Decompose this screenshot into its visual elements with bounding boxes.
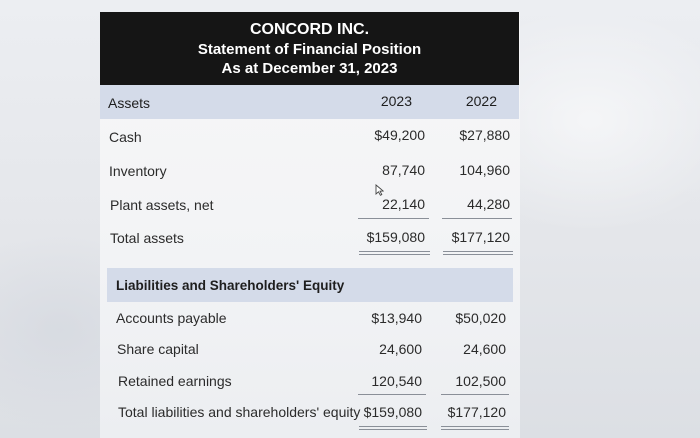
total-double-rule-2022 — [441, 426, 509, 430]
asset-row-label: Cash — [109, 129, 142, 145]
assets-header-band — [100, 85, 519, 119]
asset-row-value-2022: $27,880 — [459, 127, 510, 143]
total-assets-label: Total assets — [110, 230, 184, 246]
assets-heading: Assets — [108, 95, 151, 111]
total-liabilities-equity-2022: $177,120 — [447, 404, 506, 420]
total-double-rule-2022 — [443, 251, 513, 255]
mouse-pointer-icon — [375, 184, 384, 196]
liability-row-label: Retained earnings — [118, 373, 232, 389]
statement-title: Statement of Financial Position — [197, 41, 422, 58]
liability-row-value-2023: 24,600 — [379, 341, 422, 357]
statement-header: CONCORD INC. Statement of Financial Posi… — [100, 12, 519, 86]
total-double-rule-2023 — [359, 426, 427, 430]
column-header-2023: 2023 — [380, 93, 412, 109]
subtotal-rule-2022 — [442, 218, 512, 219]
asset-row-value-2023: $49,200 — [374, 127, 425, 143]
liability-row-value-2022: 24,600 — [463, 341, 506, 357]
total-assets-2022: $177,120 — [451, 229, 510, 245]
liabilities-heading: Liabilities and Shareholders' Equity — [116, 278, 345, 293]
subtotal-rule-2022 — [441, 394, 509, 395]
asset-row-value-2023: 22,140 — [382, 196, 425, 212]
total-double-rule-2023 — [359, 251, 430, 255]
liability-row-value-2022: 102,500 — [455, 373, 506, 389]
subtotal-rule-2023 — [358, 394, 426, 395]
liability-row-value-2022: $50,020 — [455, 310, 506, 326]
asset-row-label: Inventory — [109, 163, 167, 179]
total-liabilities-equity-2023: $159,080 — [363, 404, 422, 420]
asset-row-label: Plant assets, net — [110, 197, 214, 213]
asset-row-value-2023: 87,740 — [382, 162, 425, 178]
liability-row-label: Share capital — [117, 341, 199, 357]
column-header-2022: 2022 — [465, 93, 497, 109]
liability-row-label: Accounts payable — [116, 310, 227, 326]
total-assets-2023: $159,080 — [366, 229, 425, 245]
liability-row-value-2023: $13,940 — [371, 310, 422, 326]
subtotal-rule-2023 — [358, 218, 429, 219]
company-name: CONCORD INC. — [249, 21, 370, 38]
liability-row-value-2023: 120,540 — [371, 373, 422, 389]
total-liabilities-equity-label: Total liabilities and shareholders' equi… — [118, 404, 361, 420]
asset-row-value-2022: 104,960 — [459, 162, 510, 178]
statement-date: As at December 31, 2023 — [221, 60, 398, 77]
asset-row-value-2022: 44,280 — [467, 196, 510, 212]
liabilities-header-band — [107, 268, 513, 302]
